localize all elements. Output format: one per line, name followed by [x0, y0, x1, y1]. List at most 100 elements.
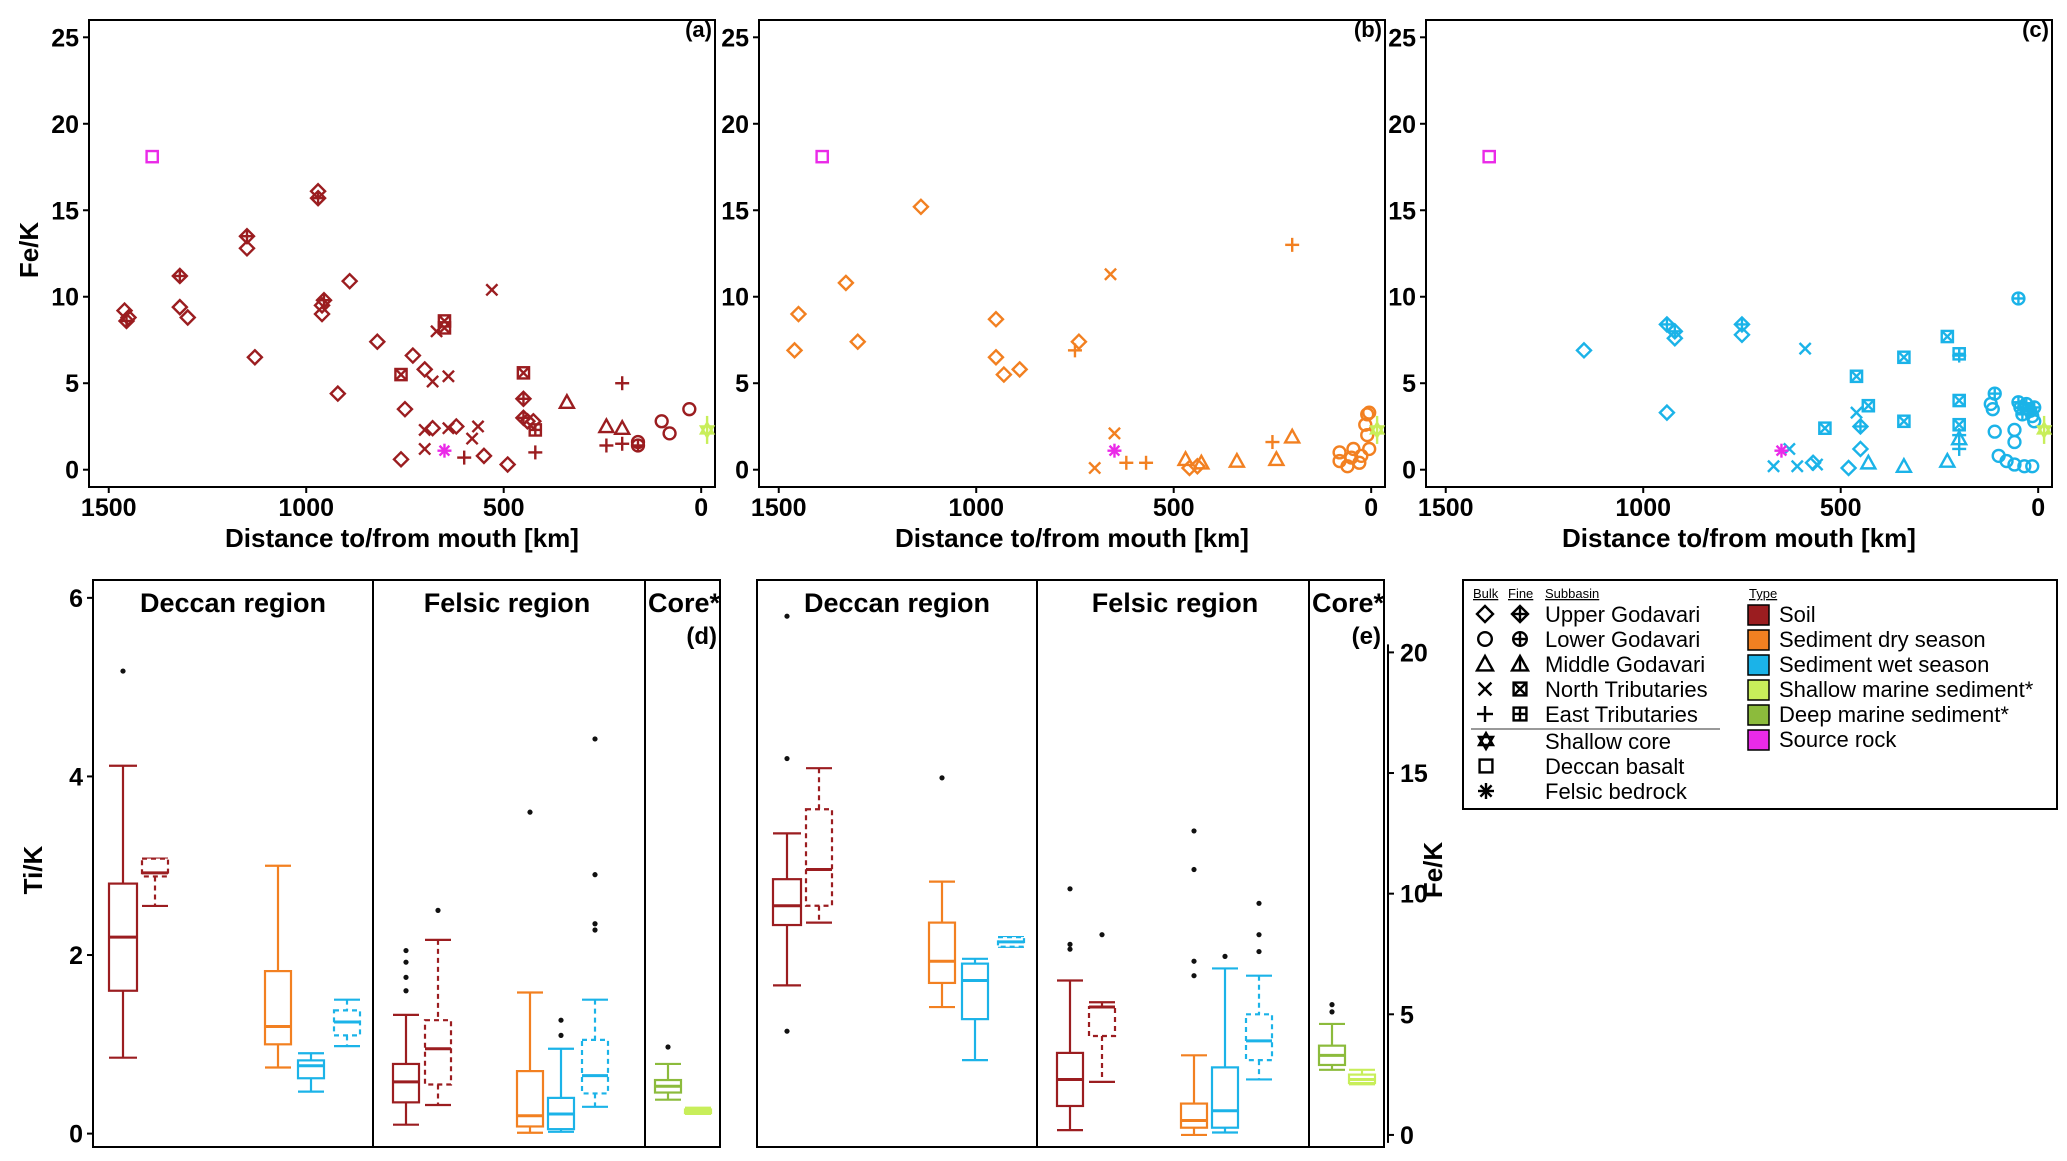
marker-shape	[368, 333, 387, 351]
legend-shallow-core-symbol	[1476, 730, 1496, 752]
data-point	[1354, 448, 1369, 464]
data-point	[1658, 315, 1676, 334]
marker-shape	[1512, 681, 1528, 697]
data-point	[1798, 342, 1812, 356]
marker-shape	[329, 384, 347, 403]
y-tick-label: 5	[1402, 370, 1416, 398]
box-felsic-wet-fine	[580, 736, 610, 1108]
y-tick-label: 5	[1400, 1001, 1414, 1029]
marker-shape	[396, 400, 414, 418]
box-deccan-soil-bulk	[771, 613, 803, 1034]
legend-extra-label: Shallow core	[1545, 729, 1671, 754]
data-point	[1104, 267, 1117, 281]
legend-header-type: Type	[1749, 586, 1777, 601]
marker-shape	[2007, 434, 2022, 450]
y-tick-label: 15	[1400, 760, 1428, 788]
marker-shape	[654, 414, 669, 429]
panel-label: (c)	[2022, 17, 2049, 42]
legend-extra-label: Felsic bedrock	[1545, 779, 1688, 804]
data-point	[1767, 459, 1781, 473]
marker-stroke	[438, 321, 451, 335]
data-point	[465, 432, 479, 446]
marker-stroke	[485, 283, 499, 297]
box-felsic-soil-bulk	[1055, 886, 1085, 1132]
data-point	[457, 450, 472, 465]
data-point	[1861, 398, 1876, 413]
data-point	[654, 414, 669, 429]
box-body	[1244, 1013, 1274, 1062]
marker-shape	[447, 417, 466, 436]
data-point	[1360, 427, 1375, 443]
felsic-region-label: Felsic region	[424, 588, 591, 618]
legend-extra-label: Deccan basalt	[1545, 754, 1684, 779]
marker-shape	[662, 426, 677, 441]
marker-shape	[1476, 735, 1496, 752]
data-point	[1180, 459, 1199, 477]
marker-shape	[2025, 459, 2040, 474]
y-tick-label: 0	[69, 1121, 83, 1149]
data-point	[516, 366, 531, 380]
outlier-point	[1067, 946, 1073, 952]
data-point	[2007, 434, 2022, 450]
marker-shape	[1804, 454, 1822, 472]
marker-shape	[179, 308, 197, 327]
marker-shape	[815, 149, 829, 164]
outlier-point	[592, 872, 598, 878]
box-panel-d: Deccan region Felsic region Core* (d) 0 2…	[69, 579, 721, 1149]
legend-type-swatch	[1747, 679, 1770, 701]
data-point	[1897, 414, 1911, 429]
data-point	[1227, 451, 1246, 468]
y-tick-label: 6	[69, 585, 83, 613]
data-point	[404, 346, 422, 365]
marker-shape	[2027, 414, 2042, 429]
box-core-deep-bulk	[1317, 1002, 1347, 1071]
marker-shape	[995, 365, 1013, 384]
data-point	[447, 417, 466, 436]
scatter-panel-b: (b) 0 5 10 15 20 25 1500 1000 500 0	[721, 17, 1386, 522]
outlier-point	[1099, 932, 1105, 938]
legend-type-swatch	[1747, 629, 1770, 651]
outlier-point	[1191, 973, 1197, 979]
data-point	[1839, 459, 1858, 477]
box-body	[515, 1070, 545, 1128]
data-point	[837, 274, 855, 292]
marker-shape	[1894, 456, 1913, 474]
box-deccan-soil-fine	[804, 767, 834, 924]
data-point	[528, 445, 543, 460]
box-felsic-wet-fine	[1244, 900, 1274, 1081]
legend: Bulk Fine Subbasin Type Upper Godavari L…	[1462, 579, 2058, 810]
data-point	[485, 283, 499, 297]
box-deccan-wet-fine	[996, 935, 1026, 948]
marker-shape	[789, 305, 808, 323]
data-point	[1658, 403, 1676, 422]
marker-shape	[1987, 424, 2002, 439]
marker-stroke	[1108, 426, 1121, 440]
outlier-point	[435, 907, 441, 913]
x-tick-label: 0	[2031, 494, 2045, 522]
marker-shape	[1851, 440, 1870, 458]
data-point	[2025, 459, 2040, 474]
marker-stroke	[1767, 459, 1781, 473]
data-point	[1985, 402, 2000, 417]
outlier-point	[592, 927, 598, 933]
data-point	[1897, 350, 1911, 365]
data-point	[1849, 369, 1864, 384]
legend-subbasin-label: North Tributaries	[1545, 677, 1708, 702]
data-point	[615, 376, 630, 391]
marker-shape	[1985, 402, 2000, 417]
legend-type-swatch	[1747, 604, 1770, 626]
box-deccan-wet-fine	[332, 998, 362, 1048]
plot-frame	[756, 579, 1385, 1148]
legend-bulk-symbol	[1475, 604, 1495, 624]
marker-shape	[987, 348, 1005, 366]
plot-frame	[1425, 19, 2053, 488]
x-tick-label: 0	[694, 494, 708, 522]
data-point	[2007, 457, 2022, 472]
y-tick-label: 2	[69, 942, 83, 970]
legend-deccan-basalt-symbol	[1478, 758, 1494, 774]
legend-bulk-symbol	[1476, 631, 1493, 648]
marker-shape	[1478, 758, 1494, 774]
marker-shape	[524, 412, 543, 430]
data-point	[849, 333, 867, 351]
